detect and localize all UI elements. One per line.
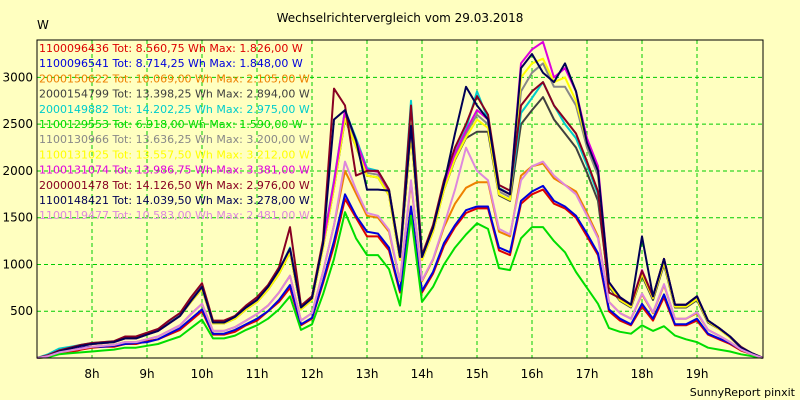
legend-entry: 1100119477 Tot: 10.583,00 Wh Max: 2.481,… (39, 209, 310, 222)
series-line-2 (36, 184, 764, 359)
x-tick-label: 16h (521, 367, 544, 381)
series-line-12 (36, 146, 764, 359)
chart-title: Wechselrichtervergleich vom 29.03.2018 (277, 11, 524, 25)
legend-entry: 2000149882 Tot: 14.202,25 Wh Max: 2.975,… (39, 103, 310, 116)
series-lines (36, 40, 764, 359)
legend-entry: 1100129553 Tot: 6.918,00 Wh Max: 1.590,0… (39, 118, 303, 131)
x-tick-label: 13h (356, 367, 379, 381)
x-tick-label: 15h (466, 367, 489, 381)
legend-entry: 1100130966 Tot: 13.636,25 Wh Max: 3.200,… (39, 133, 310, 146)
x-tick-label: 19h (686, 367, 709, 381)
y-tick-label: 1000 (2, 257, 33, 271)
legend-entry: 1100131025 Tot: 13.557,50 Wh Max: 3.212,… (39, 148, 310, 161)
y-tick-label: 500 (10, 304, 33, 318)
x-tick-label: 12h (301, 367, 324, 381)
y-tick-label: 1500 (2, 211, 33, 225)
legend-entry: 2000001478 Tot: 14.126,50 Wh Max: 2.976,… (39, 179, 310, 192)
x-tick-label: 17h (576, 367, 599, 381)
x-tick-label: 8h (84, 367, 99, 381)
x-tick-label: 18h (631, 367, 654, 381)
x-tick-label: 9h (139, 367, 154, 381)
x-tick-label: 10h (191, 367, 214, 381)
y-axis-unit: W (37, 18, 49, 32)
legend-entry: 2000150622 Tot: 10.069,00 Wh Max: 2.105,… (39, 72, 310, 85)
legend-entry: 1100148421 Tot: 14.039,50 Wh Max: 3.278,… (39, 194, 310, 207)
series-line-11 (36, 53, 764, 359)
y-tick-label: 3000 (2, 70, 33, 84)
legend-entry: 1100096541 Tot: 8.714,25 Wh Max: 1.848,0… (39, 57, 303, 70)
footer-credit: SunnyReport pinxit (690, 386, 796, 399)
plot-frame (36, 39, 764, 359)
legend: 1100096436 Tot: 8.560,75 Wh Max: 1.826,0… (39, 42, 310, 222)
x-tick-label: 14h (411, 367, 434, 381)
legend-entry: 1100131074 Tot: 13.986,75 Wh Max: 3.381,… (39, 164, 310, 177)
x-tick-label: 11h (246, 367, 269, 381)
y-tick-label: 2000 (2, 164, 33, 178)
legend-entry: 2000154799 Tot: 13.398,25 Wh Max: 2.894,… (39, 88, 310, 101)
series-line-6 (36, 211, 764, 359)
legend-entry: 1100096436 Tot: 8.560,75 Wh Max: 1.826,0… (39, 42, 303, 55)
y-tick-label: 2500 (2, 117, 33, 131)
axis-ticks: 500 1000 1500 2000 2500 3000 8h 9h 10h 11h 12h 13h 1… (2, 70, 708, 381)
